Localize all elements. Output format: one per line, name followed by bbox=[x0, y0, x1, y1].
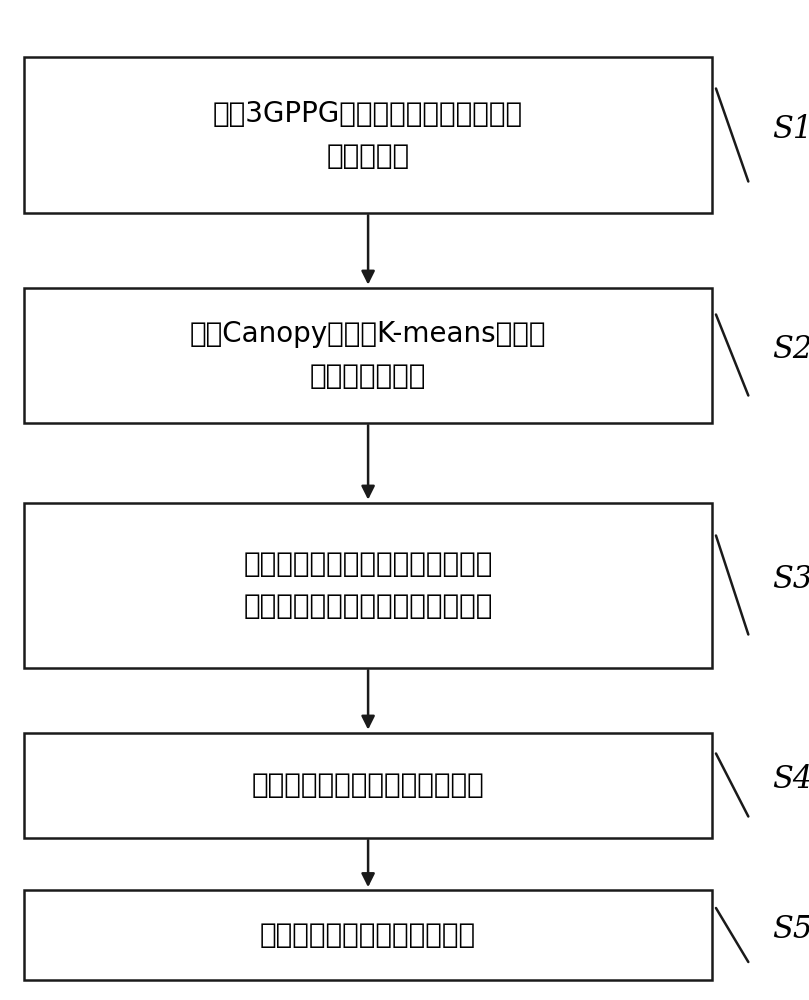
Bar bbox=[24, 57, 712, 213]
Text: S2: S2 bbox=[773, 334, 809, 365]
Bar bbox=[24, 503, 712, 668]
Text: S5: S5 bbox=[773, 914, 809, 946]
Text: 根据3GPPG准则进行基站数目、用户
数目等设置: 根据3GPPG准则进行基站数目、用户 数目等设置 bbox=[213, 100, 523, 170]
Bar bbox=[24, 288, 712, 422]
Text: S4: S4 bbox=[773, 764, 809, 796]
Bar bbox=[24, 890, 712, 980]
Text: 每个簇中的用户构建干扰图，用图
染色算法将干扰小的用户分到一组: 每个簇中的用户构建干扰图，用图 染色算法将干扰小的用户分到一组 bbox=[244, 550, 493, 620]
Text: 采用注水算法给用户分配功率: 采用注水算法给用户分配功率 bbox=[260, 921, 477, 949]
Text: 采用贪婪算法给用户分配子信道: 采用贪婪算法给用户分配子信道 bbox=[252, 771, 485, 799]
Bar bbox=[24, 732, 712, 838]
Text: S1: S1 bbox=[773, 114, 809, 145]
Text: S3: S3 bbox=[773, 564, 809, 595]
Text: 结合Canopy算法与K-means算法对
微基站进行分簇: 结合Canopy算法与K-means算法对 微基站进行分簇 bbox=[190, 320, 546, 390]
